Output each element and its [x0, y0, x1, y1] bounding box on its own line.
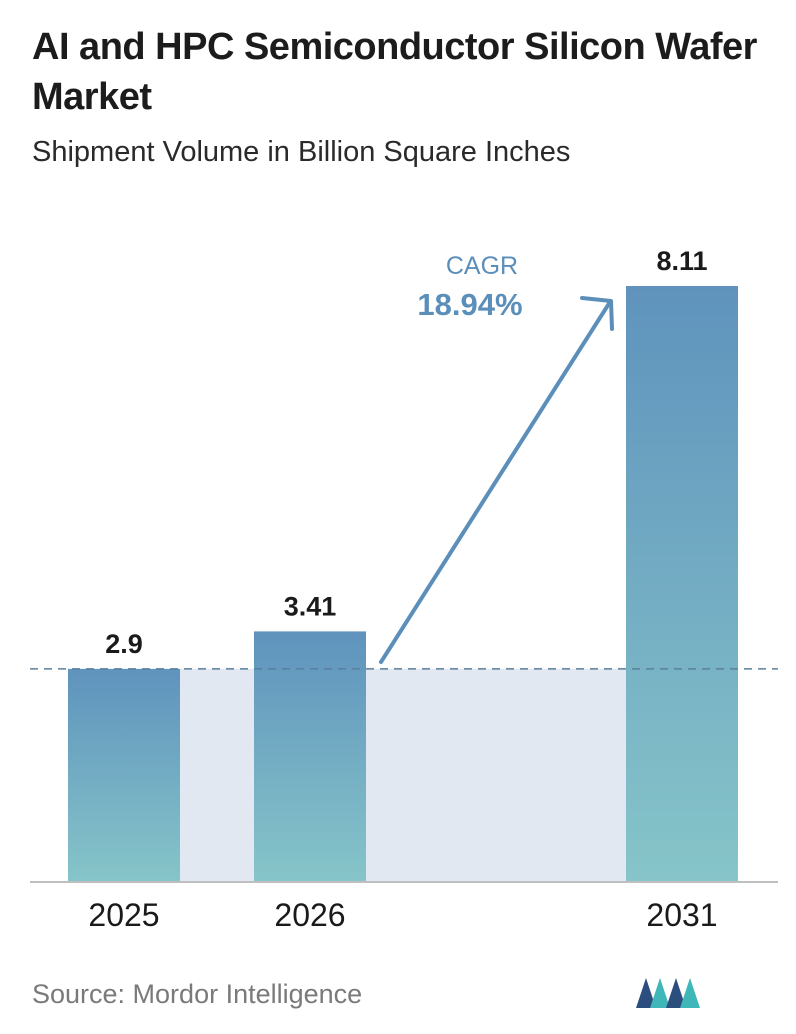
band-1 [366, 668, 626, 882]
cagr-arrow-head [580, 296, 614, 331]
cagr-value: 18.94% [417, 287, 522, 322]
bar-2031 [626, 286, 738, 882]
chart-title: AI and HPC Semiconductor Silicon Wafer M… [32, 26, 757, 118]
tick-label-2031: 2031 [646, 897, 717, 933]
bar-2026 [254, 631, 366, 882]
source-text: Source: Mordor Intelligence [32, 979, 363, 1009]
value-label-2031: 8.11 [656, 246, 707, 276]
tick-label-2026: 2026 [274, 897, 345, 933]
chart-subtitle: Shipment Volume in Billion Square Inches [32, 136, 571, 168]
comparison-bands [180, 668, 626, 882]
value-labels: 2.9 3.41 8.11 [105, 246, 707, 659]
cagr-arrow [379, 300, 612, 664]
value-label-2026: 3.41 [284, 591, 337, 621]
mordor-logo-icon [636, 978, 700, 1008]
band-0 [180, 668, 254, 882]
cagr-annotation: CAGR 18.94% [379, 252, 614, 664]
cagr-label: CAGR [446, 252, 518, 280]
value-label-2025: 2.9 [105, 629, 143, 659]
x-tick-labels: 2025 2026 2031 [88, 897, 717, 933]
bars [68, 286, 738, 882]
bar-2025 [68, 668, 180, 882]
tick-label-2025: 2025 [88, 897, 159, 933]
bar-chart: 2.9 3.41 8.11 2025 2026 2031 CAGR 18.94% [30, 246, 778, 933]
